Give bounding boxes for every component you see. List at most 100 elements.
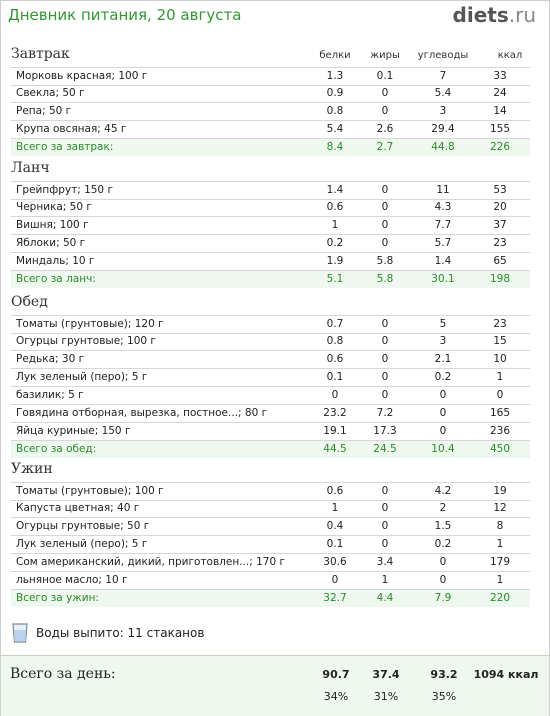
fat-value: 2.7 [376,141,394,153]
site-logo[interactable]: diets.ru [453,3,536,27]
food-name: Свекла; 50 г [16,87,85,99]
kcal-value: 19 [493,485,507,497]
food-row[interactable]: Сом американский, дикий, приготовлен...;… [11,554,530,572]
food-row[interactable]: Капуста цветная; 40 г 1 0 2 12 [11,500,530,518]
food-row[interactable]: Яблоки; 50 г 0.2 0 5.7 23 [11,235,530,253]
fat-value: 0 [381,87,389,99]
food-name: Сом американский, дикий, приготовлен...;… [16,556,285,568]
food-name: Репа; 50 г [16,105,72,117]
meal-total-row: Всего за обед: 44.5 24.5 10.4 450 [11,441,530,458]
day-total-label: Всего за день: [10,666,116,682]
food-row[interactable]: Говядина отборная, вырезка, постное...; … [11,405,530,423]
protein-value: 0.2 [326,237,344,249]
kcal-value: 14 [493,105,507,117]
food-row[interactable]: Крупа овсяная; 45 г 5.4 2.6 29.4 155 [11,121,530,139]
food-row[interactable]: Миндаль; 10 г 1.9 5.8 1.4 65 [11,253,530,271]
kcal-value: 198 [489,273,511,285]
kcal-value: 0 [496,389,504,401]
day-total: Всего за день: 90.7 37.4 93.2 1094 ккал … [1,655,549,716]
meal-title: Ланч [11,160,50,176]
carbs-value: 11 [436,184,450,196]
carbs-value: 3 [439,105,447,117]
carbs-value: 0 [439,574,447,586]
day-total-fat: 37.4 [372,668,400,681]
food-name: Черника; 50 г [16,201,92,213]
protein-value: 1.3 [326,70,344,82]
fat-value: 0 [381,502,389,514]
food-row[interactable]: Черника; 50 г 0.6 0 4.3 20 [11,199,530,217]
kcal-value: 450 [489,443,511,455]
meal-total-label: Всего за ланч: [16,273,96,285]
meal-header: Ужин [0,460,550,480]
carbs-value: 4.3 [434,201,452,213]
food-name: Лук зеленый (перо); 5 г [16,538,148,550]
food-row[interactable]: Огурцы грунтовые; 50 г 0.4 0 1.5 8 [11,518,530,536]
fat-value: 17.3 [373,425,397,437]
protein-value: 0.6 [326,353,344,365]
carbs-value: 5.4 [434,87,452,99]
food-row[interactable]: Вишня; 100 г 1 0 7.7 37 [11,217,530,235]
fat-value: 5.8 [376,255,394,267]
food-row[interactable]: Лук зеленый (перо); 5 г 0.1 0 0.2 1 [11,536,530,554]
fat-value: 2.6 [376,123,394,135]
logo-tld: .ru [508,3,536,27]
food-name: Говядина отборная, вырезка, постное...; … [16,407,268,419]
water-summary: Воды выпито: 11 стаканов [11,622,311,644]
carbs-value: 7.7 [434,219,452,231]
water-text: Воды выпито: 11 стаканов [36,626,205,640]
logo-name: diets [452,3,509,27]
food-row[interactable]: Томаты (грунтовые); 120 г 0.7 0 5 23 [11,315,530,334]
kcal-value: 226 [489,141,511,153]
carbs-value: 0.2 [434,538,452,550]
column-header-carbs: углеводы [417,50,469,61]
day-protein-percent: 34% [323,690,349,703]
fat-value: 0 [381,184,389,196]
food-name: Капуста цветная; 40 г [16,502,140,514]
carbs-value: 7 [439,70,447,82]
carbs-value: 3 [439,335,447,347]
kcal-value: 155 [489,123,511,135]
food-name: Томаты (грунтовые); 100 г [16,485,164,497]
food-row[interactable]: Томаты (грунтовые); 100 г 0.6 0 4.2 19 [11,482,530,501]
kcal-value: 53 [493,184,507,196]
food-row[interactable]: Лук зеленый (перо); 5 г 0.1 0 0.2 1 [11,369,530,387]
carbs-value: 0.2 [434,371,452,383]
protein-value: 0.8 [326,335,344,347]
food-row[interactable]: Редька; 30 г 0.6 0 2.1 10 [11,351,530,369]
carbs-value: 2.1 [434,353,452,365]
food-name: льняное масло; 10 г [16,574,128,586]
protein-value: 1 [331,502,339,514]
food-name: Редька; 30 г [16,353,85,365]
food-row[interactable]: Репа; 50 г 0.8 0 3 14 [11,103,530,121]
fat-value: 0 [381,389,389,401]
food-row[interactable]: Огурцы грунтовые; 100 г 0.8 0 3 15 [11,333,530,351]
fat-value: 0 [381,353,389,365]
food-name: Морковь красная; 100 г [16,70,148,82]
carbs-value: 30.1 [431,273,455,285]
fat-value: 0 [381,237,389,249]
protein-value: 5.1 [326,273,344,285]
meal-total-row: Всего за ужин: 32.7 4.4 7.9 220 [11,590,530,607]
carbs-value: 0 [439,425,447,437]
food-row[interactable]: Грейпфрут; 150 г 1.4 0 11 53 [11,181,530,200]
food-row[interactable]: Свекла; 50 г 0.9 0 5.4 24 [11,85,530,103]
fat-value: 0 [381,105,389,117]
protein-value: 0.6 [326,201,344,213]
carbs-value: 10.4 [431,443,455,455]
carbs-value: 5.7 [434,237,452,249]
kcal-value: 65 [493,255,507,267]
protein-value: 0.1 [326,538,344,550]
food-row[interactable]: Яйца куриные; 150 г 19.1 17.3 0 236 [11,423,530,441]
fat-value: 3.4 [376,556,394,568]
kcal-value: 1 [496,574,504,586]
meal-title: Ужин [11,461,53,477]
carbs-value: 2 [439,502,447,514]
carbs-value: 1.4 [434,255,452,267]
fat-value: 0 [381,371,389,383]
day-total-protein: 90.7 [322,668,350,681]
food-row[interactable]: базилик; 5 г 0 0 0 0 [11,387,530,405]
food-row[interactable]: Морковь красная; 100 г 1.3 0.1 7 33 [11,67,530,86]
protein-value: 30.6 [323,556,347,568]
kcal-value: 220 [489,592,511,604]
food-row[interactable]: льняное масло; 10 г 0 1 0 1 [11,572,530,590]
